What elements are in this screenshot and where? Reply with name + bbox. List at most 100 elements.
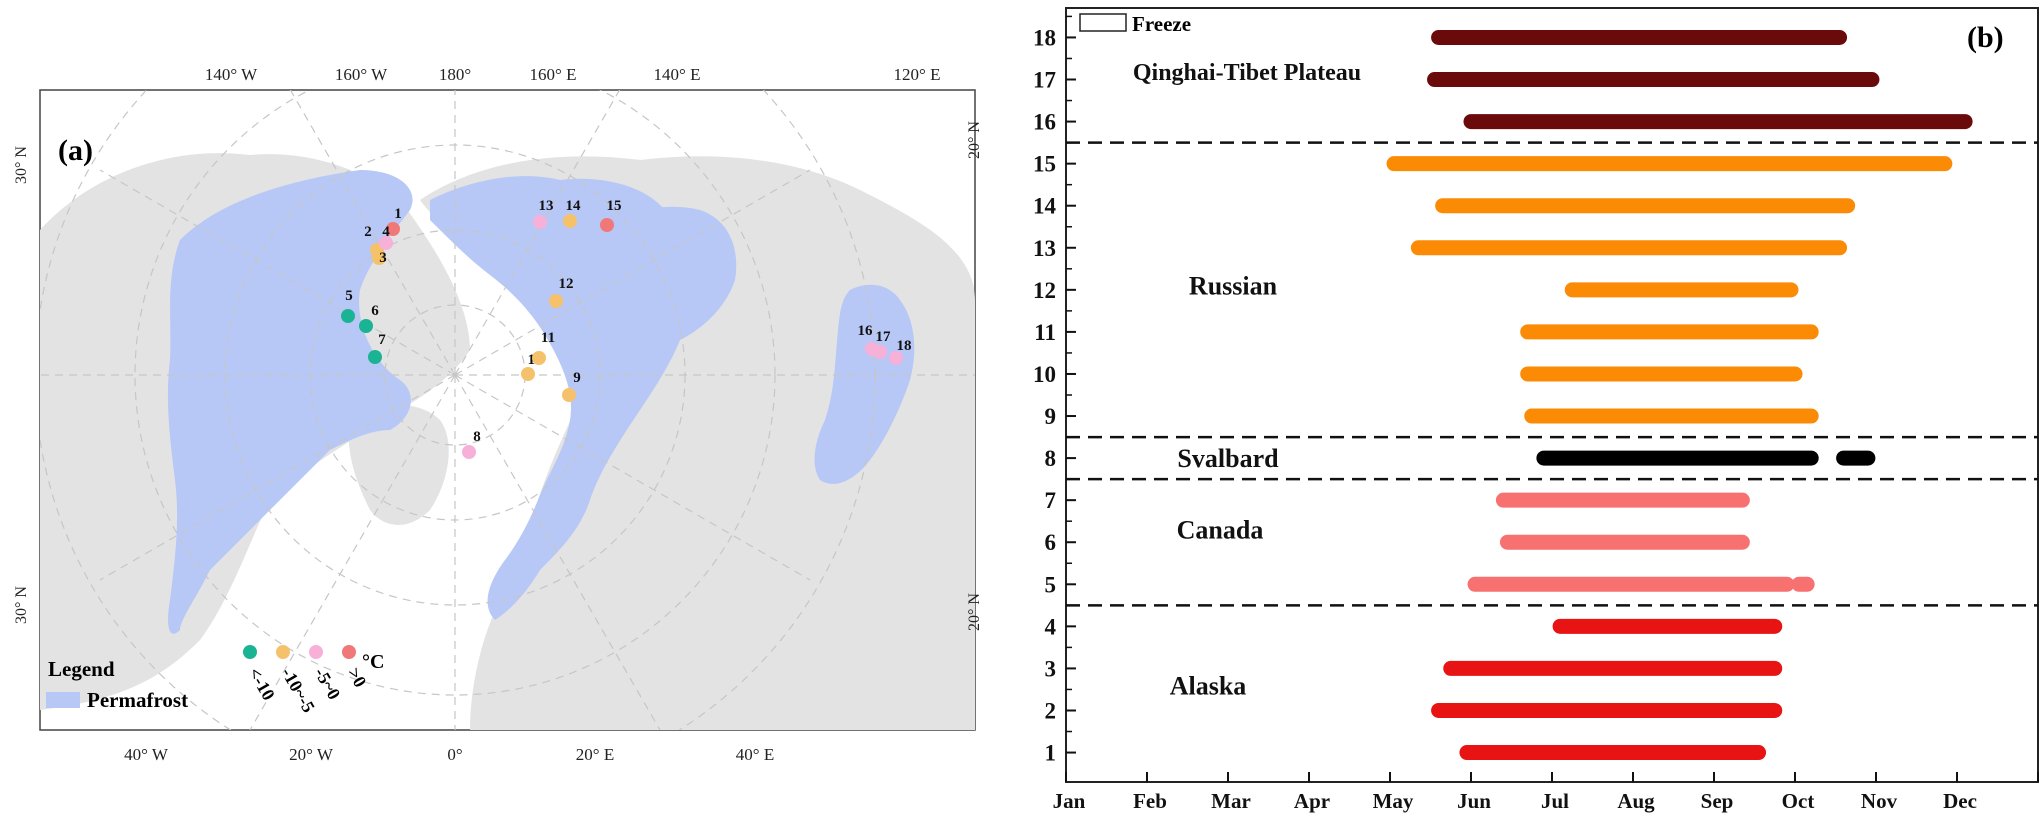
left-lat-labels: 30° N 30° N	[13, 146, 30, 624]
y-tick-label-3: 3	[1045, 656, 1057, 681]
site-label-2: 2	[364, 224, 372, 240]
left-lat-label-0: 30° N	[13, 146, 30, 184]
x-tick-label-Jun: Jun	[1457, 789, 1491, 813]
bottom-lon-label-4: 40° E	[736, 745, 774, 764]
panel-a-label: (a)	[58, 134, 93, 167]
top-lon-label-3: 160° E	[530, 65, 577, 84]
site-marker-4	[379, 236, 393, 250]
site-label-12: 12	[559, 276, 574, 292]
site-label-17: 17	[876, 329, 892, 345]
site-marker-5	[341, 309, 355, 323]
site-marker-11	[532, 351, 546, 365]
bottom-lon-label-3: 20° E	[576, 745, 614, 764]
bottom-lon-label-2: 0°	[447, 745, 462, 764]
x-tick-label-Nov: Nov	[1861, 789, 1898, 813]
y-tick-label-6: 6	[1045, 530, 1057, 555]
bar-layer	[1386, 29, 1973, 761]
site-marker-18	[889, 351, 903, 365]
site-marker-13	[533, 215, 547, 229]
site-label-4: 4	[382, 224, 390, 240]
site-marker-10	[521, 367, 535, 381]
y-tick-label-17: 17	[1033, 68, 1056, 93]
y-tick-label-1: 1	[1045, 741, 1057, 766]
x-tick-label-Jul: Jul	[1541, 789, 1569, 813]
left-lat-label-1: 30° N	[13, 586, 30, 624]
x-tick-label-May: May	[1373, 789, 1414, 813]
x-tick-label-Oct: Oct	[1782, 789, 1815, 813]
panel-b-label: (b)	[1967, 21, 2004, 54]
y-tick-label-10: 10	[1033, 362, 1056, 387]
y-tick-label-5: 5	[1045, 572, 1057, 597]
permafrost-label: Permafrost	[87, 688, 188, 712]
site-label-18: 18	[897, 338, 912, 354]
top-lon-label-4: 140° E	[654, 65, 701, 84]
unit-label: °C	[362, 651, 384, 673]
freeze-swatch	[1079, 13, 1127, 32]
site-marker-12	[549, 294, 563, 308]
y-tick-label-11: 11	[1034, 320, 1056, 345]
site-label-14: 14	[566, 198, 582, 214]
site-marker-17	[873, 345, 887, 359]
site-label-16: 16	[858, 323, 874, 339]
y-tick-label-2: 2	[1045, 698, 1057, 723]
site-marker-15	[600, 218, 614, 232]
top-lon-label-0: 140° W	[205, 65, 258, 84]
permafrost-russia-east	[590, 206, 737, 344]
site-marker-8	[462, 445, 476, 459]
legend-dot-2	[309, 645, 323, 659]
top-lon-label-2: 180°	[439, 65, 471, 84]
site-label-11: 11	[541, 330, 555, 346]
group-labels: Alaska Canada Svalbard Russian Qinghai-Tibet…	[1133, 60, 1361, 700]
permafrost-swatch	[46, 692, 80, 708]
group-label-3: Russian	[1189, 272, 1278, 301]
y-tick-label-12: 12	[1033, 278, 1056, 303]
site-marker-6	[359, 319, 373, 333]
timeline-frame	[1065, 7, 2039, 783]
site-label-8: 8	[473, 429, 481, 445]
top-lon-labels: 140° W 160° W 180° 160° E 140° E 120° E	[205, 65, 941, 84]
site-label-9: 9	[573, 370, 581, 386]
site-label-7: 7	[378, 332, 386, 348]
bottom-lon-labels: 40° W 20° W 0° 20° E 40° E	[124, 745, 774, 764]
site-marker-3	[372, 251, 386, 265]
legend-title: Legend	[48, 657, 115, 681]
permafrost-north-america	[167, 170, 413, 634]
y-tick-label-18: 18	[1033, 25, 1056, 50]
site-label-3: 3	[379, 250, 387, 266]
y-tick-label-14: 14	[1033, 194, 1057, 219]
site-marker-9	[562, 388, 576, 402]
map-legend: Legend Permafrost <-10-10~-5-5~0>0 °C	[46, 645, 384, 716]
permafrost-tibet	[814, 284, 915, 484]
group-label-0: Alaska	[1170, 671, 1247, 700]
freeze-label: Freeze	[1132, 12, 1191, 36]
x-tick-label-Dec: Dec	[1943, 789, 1977, 813]
top-lon-label-1: 160° W	[335, 65, 388, 84]
y-tick-label-8: 8	[1045, 446, 1057, 471]
x-tick-label-Apr: Apr	[1294, 789, 1330, 813]
site-label-1: 1	[394, 206, 402, 222]
x-tick-label-Mar: Mar	[1211, 789, 1251, 813]
site-label-6: 6	[371, 303, 379, 319]
y-tick-label-16: 16	[1033, 110, 1056, 135]
site-marker-14	[563, 214, 577, 228]
x-tick-label-Sep: Sep	[1701, 789, 1734, 813]
legend-dot-3	[342, 645, 356, 659]
site-marker-1	[386, 222, 400, 236]
group-label-1: Canada	[1177, 516, 1264, 545]
group-label-2: Svalbard	[1177, 444, 1279, 473]
group-separators	[1066, 141, 2038, 607]
x-tick-label-Aug: Aug	[1617, 789, 1655, 813]
legend-dot-0	[243, 645, 257, 659]
y-tick-label-13: 13	[1033, 236, 1056, 261]
timeline-panel: Alaska Canada Svalbard Russian Qinghai-Tibet…	[1000, 0, 2042, 814]
right-lat-label-0: 20° N	[966, 121, 980, 159]
group-label-4: Qinghai-Tibet Plateau	[1133, 60, 1361, 86]
y-tick-label-15: 15	[1033, 152, 1056, 177]
x-tick-label-Jan: Jan	[1053, 789, 1086, 813]
right-lat-labels: 20° N 20° N	[966, 121, 983, 631]
top-lon-label-5: 120° E	[894, 65, 941, 84]
